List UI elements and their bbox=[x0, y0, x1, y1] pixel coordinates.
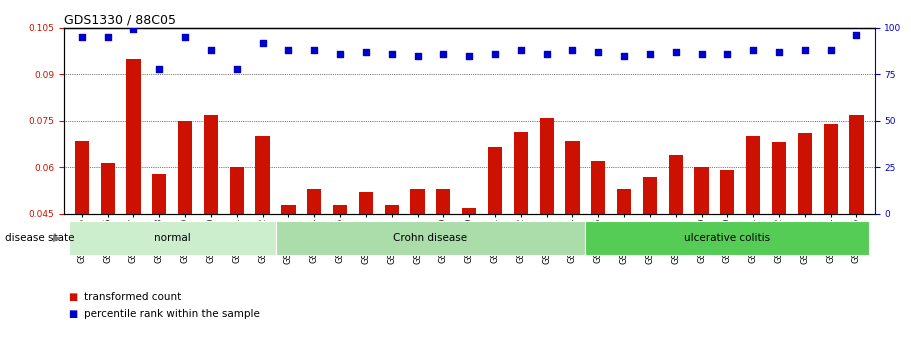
Point bbox=[669, 49, 683, 55]
Bar bbox=[307, 189, 322, 345]
Point bbox=[230, 66, 244, 71]
Bar bbox=[643, 177, 657, 345]
Bar bbox=[411, 189, 425, 345]
Point bbox=[720, 51, 734, 57]
Bar bbox=[694, 167, 709, 345]
Point bbox=[849, 32, 864, 38]
Bar bbox=[333, 205, 347, 345]
Point bbox=[824, 47, 838, 53]
Point bbox=[617, 53, 631, 58]
Text: ▶: ▶ bbox=[53, 233, 61, 243]
Bar bbox=[539, 118, 554, 345]
Point bbox=[694, 51, 709, 57]
Text: ■: ■ bbox=[68, 309, 77, 319]
Point bbox=[539, 51, 554, 57]
Bar bbox=[69, 221, 275, 255]
Point bbox=[797, 47, 812, 53]
Bar bbox=[617, 189, 631, 345]
Bar bbox=[746, 136, 761, 345]
Point bbox=[152, 66, 167, 71]
Point bbox=[436, 51, 451, 57]
Bar bbox=[849, 115, 864, 345]
Point bbox=[384, 51, 399, 57]
Text: Crohn disease: Crohn disease bbox=[394, 233, 467, 243]
Bar bbox=[436, 189, 450, 345]
Bar bbox=[669, 155, 683, 345]
Bar bbox=[152, 174, 167, 345]
Bar bbox=[721, 170, 734, 345]
Bar bbox=[275, 221, 586, 255]
Text: normal: normal bbox=[154, 233, 190, 243]
Text: ulcerative colitis: ulcerative colitis bbox=[684, 233, 771, 243]
Point bbox=[772, 49, 786, 55]
Text: transformed count: transformed count bbox=[84, 292, 181, 302]
Point bbox=[127, 27, 141, 32]
Bar bbox=[462, 208, 476, 345]
Text: percentile rank within the sample: percentile rank within the sample bbox=[84, 309, 260, 319]
Bar bbox=[178, 121, 192, 345]
Bar bbox=[384, 205, 399, 345]
Bar bbox=[566, 141, 579, 345]
Bar bbox=[255, 136, 270, 345]
Bar bbox=[514, 131, 527, 345]
Point bbox=[178, 34, 192, 40]
Point bbox=[307, 47, 322, 53]
Point bbox=[359, 49, 374, 55]
Text: ■: ■ bbox=[68, 292, 77, 302]
Bar bbox=[127, 59, 140, 345]
Point bbox=[410, 53, 425, 58]
Bar bbox=[591, 161, 606, 345]
Bar bbox=[100, 162, 115, 345]
Point bbox=[514, 47, 528, 53]
Point bbox=[565, 47, 579, 53]
Bar bbox=[359, 192, 373, 345]
Bar bbox=[772, 142, 786, 345]
Text: GDS1330 / 88C05: GDS1330 / 88C05 bbox=[64, 13, 176, 27]
Point bbox=[100, 34, 115, 40]
Point bbox=[746, 47, 761, 53]
Point bbox=[281, 47, 296, 53]
Bar bbox=[281, 205, 295, 345]
Bar bbox=[204, 115, 218, 345]
Bar bbox=[586, 221, 869, 255]
Point bbox=[255, 40, 270, 45]
Bar bbox=[798, 133, 812, 345]
Point bbox=[642, 51, 657, 57]
Bar bbox=[824, 124, 838, 345]
Point bbox=[333, 51, 347, 57]
Bar bbox=[230, 167, 244, 345]
Bar bbox=[488, 147, 502, 345]
Point bbox=[591, 49, 606, 55]
Bar bbox=[75, 141, 89, 345]
Point bbox=[462, 53, 476, 58]
Point bbox=[487, 51, 502, 57]
Point bbox=[204, 47, 219, 53]
Text: disease state: disease state bbox=[5, 233, 74, 243]
Point bbox=[75, 34, 89, 40]
